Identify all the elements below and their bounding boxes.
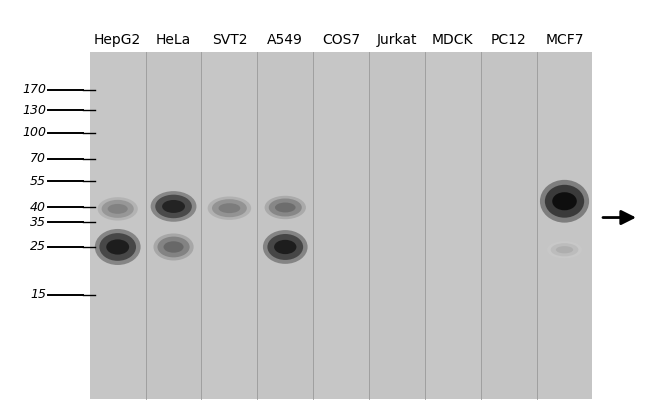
Text: 15: 15 [30, 288, 46, 301]
Ellipse shape [547, 241, 582, 258]
Text: 100: 100 [22, 126, 46, 139]
FancyBboxPatch shape [425, 52, 481, 399]
Ellipse shape [155, 195, 192, 218]
FancyBboxPatch shape [146, 52, 202, 399]
Ellipse shape [95, 229, 140, 265]
FancyBboxPatch shape [90, 52, 592, 399]
Ellipse shape [212, 199, 247, 217]
Text: SVT2: SVT2 [212, 33, 247, 47]
FancyBboxPatch shape [313, 52, 369, 399]
Text: HeLa: HeLa [156, 33, 191, 47]
Text: 25: 25 [30, 240, 46, 253]
Ellipse shape [274, 240, 296, 254]
FancyBboxPatch shape [90, 52, 146, 399]
Ellipse shape [551, 243, 578, 256]
Text: 170: 170 [22, 83, 46, 96]
Ellipse shape [207, 196, 251, 220]
Text: A549: A549 [267, 33, 303, 47]
FancyBboxPatch shape [202, 52, 257, 399]
Ellipse shape [552, 192, 577, 210]
Ellipse shape [151, 191, 196, 222]
Text: 40: 40 [30, 201, 46, 214]
Ellipse shape [108, 204, 128, 214]
Text: 55: 55 [30, 175, 46, 188]
Ellipse shape [164, 241, 183, 253]
Ellipse shape [267, 234, 303, 260]
Ellipse shape [540, 180, 589, 223]
Ellipse shape [263, 230, 307, 264]
Ellipse shape [218, 203, 240, 213]
Text: MDCK: MDCK [432, 33, 474, 47]
Ellipse shape [98, 197, 138, 221]
Ellipse shape [106, 240, 129, 255]
Text: 130: 130 [22, 104, 46, 117]
Text: PC12: PC12 [491, 33, 526, 47]
Ellipse shape [268, 199, 302, 217]
Ellipse shape [101, 200, 134, 218]
FancyBboxPatch shape [257, 52, 313, 399]
Ellipse shape [153, 234, 194, 260]
Text: 70: 70 [30, 153, 46, 166]
Text: Jurkat: Jurkat [377, 33, 417, 47]
FancyBboxPatch shape [537, 52, 592, 399]
Ellipse shape [162, 200, 185, 213]
Ellipse shape [265, 196, 306, 219]
Ellipse shape [556, 246, 573, 253]
Ellipse shape [545, 185, 584, 218]
Text: HepG2: HepG2 [94, 33, 141, 47]
Ellipse shape [275, 203, 296, 212]
Text: MCF7: MCF7 [545, 33, 584, 47]
Text: 35: 35 [30, 216, 46, 229]
FancyBboxPatch shape [481, 52, 537, 399]
Text: COS7: COS7 [322, 33, 360, 47]
Ellipse shape [99, 233, 136, 261]
Ellipse shape [157, 237, 190, 257]
FancyBboxPatch shape [369, 52, 425, 399]
